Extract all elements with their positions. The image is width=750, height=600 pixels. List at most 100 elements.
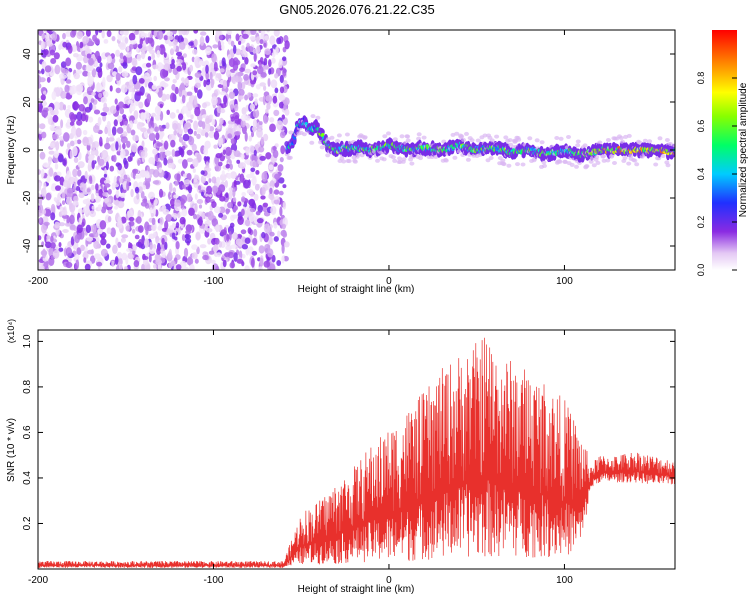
heatmap-cell [237,201,242,207]
y-tick-label: 40 [22,48,33,60]
heatmap-cell [71,84,77,95]
heatmap-cell [205,78,211,86]
heatmap-cell [140,127,147,133]
heatmap-cell [140,151,146,157]
heatmap-cell [119,176,123,184]
heatmap-cell [210,259,216,264]
heatmap-cell [42,162,50,168]
heatmap-cell [454,131,460,136]
heatmap-cell [211,185,219,194]
heatmap-cell [246,189,254,195]
heatmap-cell [207,238,212,245]
heatmap-cell [170,139,176,148]
heatmap-cell [214,224,220,232]
heatmap-cell [125,53,132,58]
heatmap-cell [43,181,47,190]
heatmap-cell [99,62,103,68]
heatmap-cell [109,105,117,114]
heatmap-cell [153,30,158,38]
heatmap-cell [280,145,286,155]
heatmap-cell [189,64,194,72]
heatmap-cell [55,197,61,206]
heatmap-cell [120,136,128,144]
heatmap-cell [86,236,94,242]
heatmap-cell [129,102,136,112]
heatmap-cell [101,149,109,160]
heatmap-cell [205,196,211,204]
heatmap-cell [145,62,152,68]
heatmap-cell [265,108,269,114]
heatmap-cell [503,135,509,140]
heatmap-cell [131,91,135,100]
heatmap-cell [176,65,182,72]
heatmap-cell [74,139,78,145]
heatmap-cell [197,89,203,99]
x-tick-label: 100 [556,276,573,287]
heatmap-cell [45,241,52,249]
heatmap-cell [82,199,90,205]
heatmap-cell [192,168,196,174]
heatmap-cell [117,115,123,123]
heatmap-cell [175,264,182,270]
heatmap-cell [184,122,191,128]
heatmap-cell [62,41,68,48]
heatmap-cell [86,86,93,96]
heatmap-cell [95,30,99,36]
heatmap-cell [506,163,512,168]
heatmap-cell [95,195,102,203]
heatmap-cell [145,174,150,179]
heatmap-cell [244,265,250,270]
spectrogram-ylabel: Frequency (Hz) [6,116,17,185]
heatmap-cell [494,134,500,139]
heatmap-cell [99,220,107,230]
heatmap-cell [54,163,59,170]
heatmap-cell [213,61,218,72]
heatmap-cell [320,128,325,135]
heatmap-cell [279,86,285,94]
heatmap-cell [136,47,139,53]
snr-panel: -200 -100 0 100 0.2 0.4 0.6 0.8 1.0 (x10⁴) Heigh… [6,319,676,595]
heatmap-cell [192,213,197,220]
x-tick-label: -100 [203,575,223,586]
heatmap-cell [85,30,91,37]
heatmap-cell [204,167,212,172]
heatmap-cell [244,94,249,101]
heatmap-cell [63,180,70,188]
heatmap-cell [221,170,225,176]
heatmap-cell [72,168,78,178]
heatmap-cell [355,152,361,157]
heatmap-cell [232,197,237,203]
heatmap-cell [153,264,157,269]
heatmap-cell [150,38,155,48]
heatmap-cell [258,245,265,254]
heatmap-cell [245,147,250,156]
heatmap-cell [176,173,181,183]
snr-ylabel: SNR (10 * v/v) [6,418,17,482]
heatmap-cell [100,238,107,246]
heatmap-cell [161,82,169,88]
heatmap-cell [315,122,320,129]
heatmap-cell [605,158,611,163]
heatmap-cell [252,93,259,98]
heatmap-cell [272,149,279,159]
heatmap-cell [269,187,273,194]
heatmap-cells [38,30,675,270]
y-tick-label: -20 [22,190,33,205]
heatmap-cell [271,57,276,64]
heatmap-cell [120,84,128,94]
heatmap-cell [253,149,257,156]
heatmap-cell [278,101,285,109]
heatmap-cell [177,212,181,219]
heatmap-cell [251,126,257,132]
heatmap-cell [106,243,111,249]
heatmap-cell [210,78,214,89]
heatmap-cell [282,56,287,62]
heatmap-cell [227,202,234,209]
heatmap-cell [239,162,246,170]
heatmap-cell [40,169,45,178]
heatmap-cell [186,157,194,163]
heatmap-cell [82,70,89,77]
heatmap-cell [118,66,123,73]
heatmap-cell [54,175,61,182]
heatmap-cell [257,65,264,75]
